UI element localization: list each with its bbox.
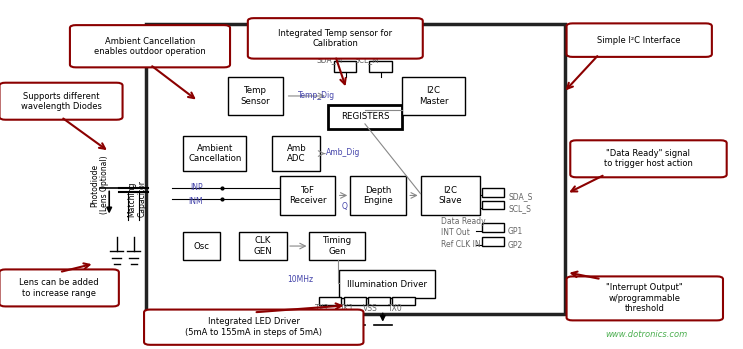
Text: REGISTERS: REGISTERS	[341, 112, 389, 121]
FancyBboxPatch shape	[309, 232, 365, 260]
FancyBboxPatch shape	[328, 105, 402, 129]
FancyBboxPatch shape	[571, 140, 727, 177]
FancyBboxPatch shape	[402, 77, 465, 115]
Text: INT Out: INT Out	[441, 228, 470, 237]
Text: Simple I²C Interface: Simple I²C Interface	[597, 36, 681, 45]
Text: Q: Q	[341, 202, 347, 211]
Text: Ambient Cancellation
enables outdoor operation: Ambient Cancellation enables outdoor ope…	[94, 37, 206, 56]
FancyBboxPatch shape	[334, 61, 356, 72]
FancyBboxPatch shape	[421, 176, 480, 215]
FancyBboxPatch shape	[344, 297, 366, 305]
Text: SCL_S: SCL_S	[508, 204, 531, 213]
Text: SCL_M: SCL_M	[354, 55, 379, 65]
Text: Integrated LED Driver
(5mA to 155mA in steps of 5mA): Integrated LED Driver (5mA to 155mA in s…	[185, 318, 322, 337]
FancyBboxPatch shape	[350, 176, 406, 215]
FancyBboxPatch shape	[0, 269, 119, 306]
Text: Photodiode
(Lens Optional): Photodiode (Lens Optional)	[90, 156, 109, 214]
Text: TK1: TK1	[340, 304, 354, 313]
Text: Integrated Temp sensor for
Calibration: Integrated Temp sensor for Calibration	[278, 29, 392, 48]
FancyBboxPatch shape	[392, 297, 415, 305]
FancyBboxPatch shape	[567, 276, 723, 320]
Text: www.dotronics.com: www.dotronics.com	[606, 329, 688, 339]
FancyBboxPatch shape	[482, 188, 504, 197]
Text: Data Ready: Data Ready	[441, 217, 485, 226]
FancyBboxPatch shape	[339, 270, 435, 298]
Text: GP1: GP1	[508, 227, 523, 236]
FancyBboxPatch shape	[368, 297, 390, 305]
Text: Ambient
Cancellation: Ambient Cancellation	[188, 144, 241, 163]
FancyBboxPatch shape	[482, 237, 504, 246]
Text: Temp
Sensor: Temp Sensor	[241, 86, 270, 106]
FancyBboxPatch shape	[369, 61, 392, 72]
Text: Amb
ADC: Amb ADC	[287, 144, 306, 163]
FancyBboxPatch shape	[144, 310, 363, 345]
Text: ToF
Receiver: ToF Receiver	[289, 186, 326, 205]
Text: Osc: Osc	[194, 242, 210, 251]
FancyBboxPatch shape	[184, 136, 247, 171]
FancyBboxPatch shape	[279, 176, 335, 215]
Text: Matching
Capacitor: Matching Capacitor	[127, 180, 146, 217]
Text: Depth
Engine: Depth Engine	[363, 186, 393, 205]
Text: "Interrupt Output"
w/programmable
threshold: "Interrupt Output" w/programmable thresh…	[606, 283, 683, 313]
FancyBboxPatch shape	[146, 24, 565, 314]
FancyBboxPatch shape	[0, 83, 123, 120]
Text: VSS: VSS	[363, 304, 377, 313]
Text: "Data Ready" signal
to trigger host action: "Data Ready" signal to trigger host acti…	[604, 149, 693, 169]
FancyBboxPatch shape	[272, 136, 320, 171]
FancyBboxPatch shape	[70, 25, 230, 67]
Text: INP: INP	[191, 183, 204, 192]
FancyBboxPatch shape	[228, 77, 283, 115]
Text: Temp_Dig: Temp_Dig	[298, 91, 335, 100]
Text: CLK
GEN: CLK GEN	[253, 236, 273, 256]
FancyBboxPatch shape	[482, 201, 504, 209]
FancyBboxPatch shape	[319, 297, 341, 305]
Text: 10MHz: 10MHz	[287, 275, 314, 284]
Text: I2C
Master: I2C Master	[419, 86, 448, 106]
FancyBboxPatch shape	[239, 232, 287, 260]
Text: Timing
Gen: Timing Gen	[322, 236, 351, 256]
Text: SDA_S: SDA_S	[508, 192, 533, 201]
FancyBboxPatch shape	[567, 23, 712, 57]
Text: Illumination Driver: Illumination Driver	[347, 280, 427, 289]
Text: I2C
Slave: I2C Slave	[438, 186, 462, 205]
FancyBboxPatch shape	[184, 232, 221, 260]
Text: Lens can be added
to increase range: Lens can be added to increase range	[19, 278, 99, 298]
Text: GP2: GP2	[508, 241, 523, 250]
FancyBboxPatch shape	[248, 18, 423, 59]
Text: SDA_M: SDA_M	[317, 55, 343, 65]
Text: Amb_Dig: Amb_Dig	[326, 148, 361, 157]
FancyBboxPatch shape	[482, 223, 504, 232]
Text: INM: INM	[189, 197, 204, 206]
Text: TX2: TX2	[314, 304, 329, 313]
Text: Supports different
wavelength Diodes: Supports different wavelength Diodes	[21, 91, 102, 111]
Text: TX0: TX0	[388, 304, 403, 313]
Text: Ref CLK IN: Ref CLK IN	[441, 240, 480, 250]
